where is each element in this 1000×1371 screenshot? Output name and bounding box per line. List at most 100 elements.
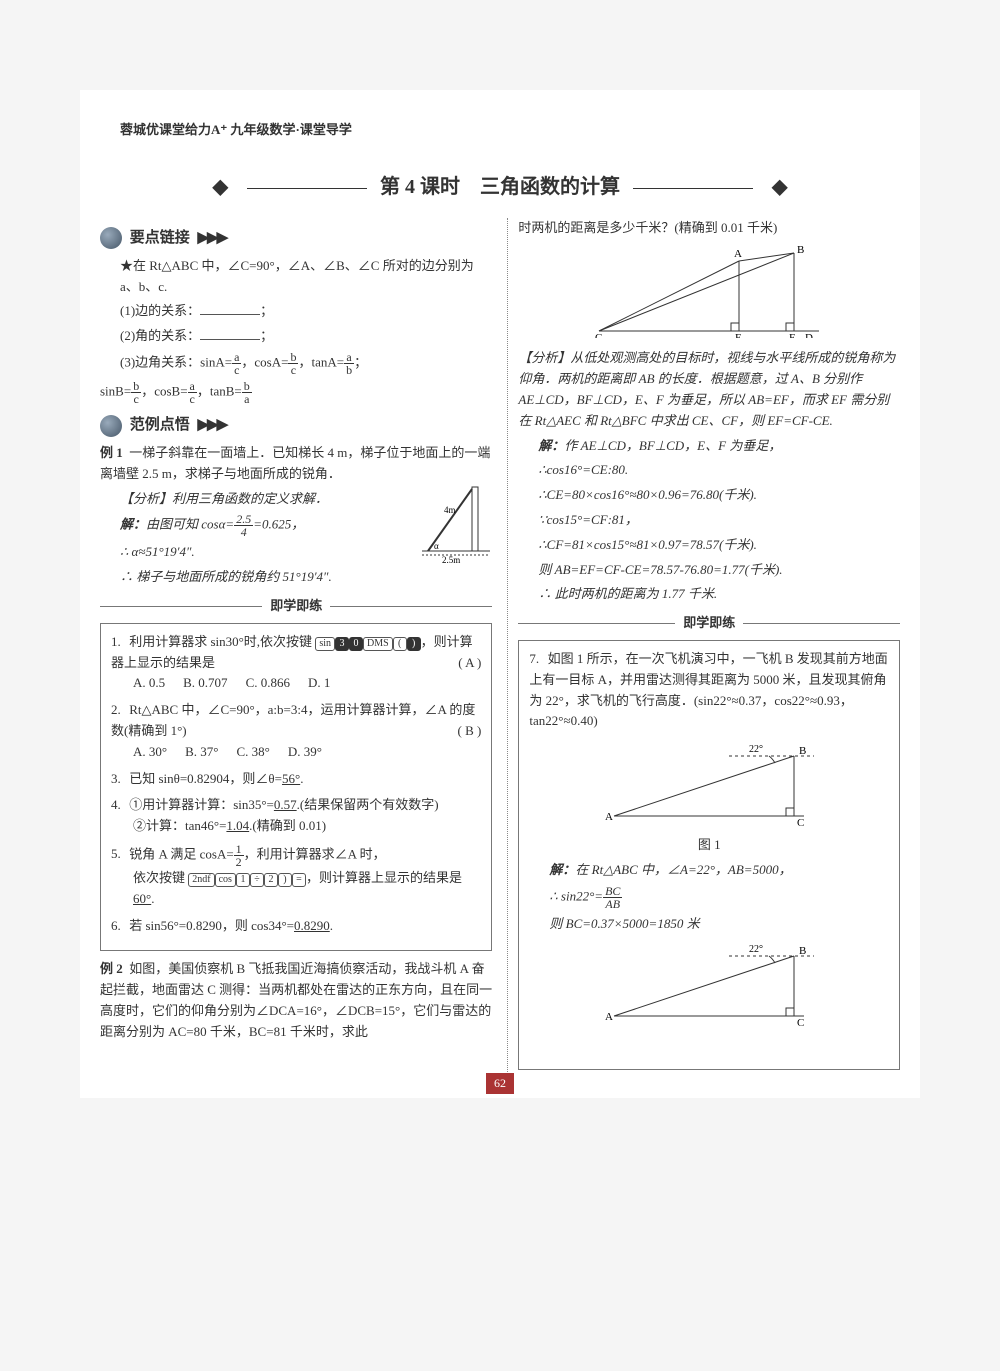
cc: C. 0.866 [246,673,290,694]
n: 7. [529,649,547,670]
q7-figure1: 22° A B C 图 1 [529,738,889,856]
practice-box-left: 1.利用计算器求 sin30°时,依次按键 sin30DMS()，则计算器上显示… [100,623,492,952]
q7-s3: 则 BC=0.37×5000=1850 米 [529,914,889,935]
n: 4. [111,795,129,816]
sec1-line2: sinB=bc，cosB=ac，tanB=ba [100,380,492,405]
svg-text:A: A [605,1011,613,1023]
q7: 7.如图 1 所示，在一次飞机演习中，一飞机 B 发现其前方地面上有一目标 A，… [529,649,889,732]
ex2-analysis: 【分析】从低处观测高处的目标时，视线与水平线所成的锐角称为仰角．两机的距离即 A… [518,348,900,431]
key: DMS [363,637,393,651]
sl: 解： [120,517,146,532]
jxjl-head-left: 即学即练 [100,596,492,617]
key: sin [315,637,335,651]
s1b: =0.625， [253,517,304,532]
k: 2ndf [188,873,214,887]
n: 6. [111,916,129,937]
k: ) [278,873,292,887]
ex2: 例 2 如图，美国侦察机 B 飞抵我国近海搞侦察活动，我战斗机 A 奋起拦截，地… [100,959,492,1042]
practice-box-right: 7.如图 1 所示，在一次飞机演习中，一飞机 B 发现其前方地面上有一目标 A，… [518,640,900,1070]
q2-choices: A. 30°B. 37°C. 38°D. 39° [111,742,481,763]
badge-icon [100,227,122,249]
d: c [131,393,141,405]
s: 作 AE⊥CD，BF⊥CD，E、F 为垂足， [564,438,781,453]
q5: 5.锐角 A 满足 cosA=12，利用计算器求∠A 时， 依次按键 2ndfc… [111,843,481,910]
cd: D. 1 [308,673,330,694]
k: = [292,873,306,887]
lesson-prefix: 第 4 课时 [380,176,460,198]
ex2-s1: 解：作 AE⊥CD，BF⊥CD，E、F 为垂足， [518,436,900,457]
ex2-body: 如图，美国侦察机 B 飞抵我国近海搞侦察活动，我战斗机 A 奋起拦截，地面雷达 … [100,961,492,1038]
q2: 2.Rt△ABC 中，∠C=90°，a:b=3:4，运用计算器计算，∠A 的度数… [111,700,481,762]
two-column-layout: 要点链接 ▶▶▶ ★在 Rt△ABC 中，∠C=90°，∠A、∠B、∠C 所对的… [100,218,900,1078]
ex1-figure: 4m 2.5m α [422,483,492,563]
q2-n: 2. [111,700,129,721]
sl: 解： [549,862,575,877]
k: 1 [236,873,250,887]
section-keypoint-head: 要点链接 ▶▶▶ [100,226,492,250]
td: ，则计算器上显示的结果是 [306,870,462,885]
u: 60° [133,891,151,906]
q6: 6.若 sin56°=0.8290，则 cos34°=0.8290. [111,916,481,937]
pt1-end: ； [260,303,273,318]
n: 1 [234,843,244,856]
cd: D. 39° [288,742,322,763]
e: . [151,891,154,906]
jxjl-label: 即学即练 [270,596,322,617]
al: 【分析】 [518,350,570,365]
ex2-s6: 则 AB=EF=CF-CE=78.57-76.80=1.77(千米). [518,560,900,581]
pt2-label: (2)角的关系： [120,328,200,343]
sec1-star: ★在 Rt△ABC 中，∠C=90°，∠A、∠B、∠C 所对的边分别为 a、b、… [100,256,492,298]
ex2-s3: ∴CE=80×cos16°≈80×0.96=76.80(千米). [518,485,900,506]
d: AB [603,898,622,910]
d: a [242,393,252,405]
e: . [330,918,333,933]
fig-w: 2.5m [442,555,460,563]
rule-line [247,188,367,189]
p2a: ②计算：tan46°= [133,818,226,833]
ex1: 例 1 一梯子斜靠在一面墙上．已知梯长 4 m，梯子位于地面上的一端离墙壁 2.… [100,443,492,485]
right-column: 时两机的距离是多少千米？(精确到 0.01 千米) C E F D A [507,218,900,1078]
at: 利用三角函数的定义求解． [172,491,328,506]
svg-text:B: B [797,244,804,256]
arrows-icon: ▶▶▶ [198,230,227,246]
sec2-title: 范例点悟 [130,417,190,433]
n: 3. [111,769,129,790]
cb: B. 37° [185,742,218,763]
pt2-end: ； [260,328,273,343]
svg-text:C: C [595,332,602,338]
e: ； [354,354,367,369]
q1-n: 1. [111,632,129,653]
svg-text:B: B [799,745,806,757]
p1a: ①用计算器计算：sin35°= [129,797,274,812]
svg-text:A: A [605,811,613,823]
page: 蓉城优课堂给力A⁺ 九年级数学·课堂导学 ◆ 第 4 课时 三角函数的计算 ◆ … [80,90,920,1098]
tc: 依次按键 [133,870,185,885]
l2b: ，cosB= [141,383,187,398]
key: ) [407,637,421,651]
svg-text:F: F [789,332,795,338]
ex2-s5: ∴CF=81×cos15°≈81×0.97=78.57(千米). [518,535,900,556]
t: 如图 1 所示，在一次飞机演习中，一飞机 B 发现其前方地面上有一目标 A，并用… [529,651,887,728]
badge-icon [100,415,122,437]
s1a: 由图可知 cosα= [146,517,234,532]
m1: ，cosA= [241,354,288,369]
diamond-left: ◆ [213,171,228,203]
e: . [300,771,303,786]
fig-a: α [434,541,439,551]
svg-text:C: C [797,817,804,828]
sec1-pt1: (1)边的关系：； [100,301,492,322]
svg-text:D: D [805,332,813,338]
q1-choices: A. 0.5B. 0.707C. 0.866D. 1 [111,673,481,694]
ex2-s4: ∵cos15°=CF:81， [518,510,900,531]
svg-text:B: B [799,945,806,957]
ta: 锐角 A 满足 cosA= [129,846,233,861]
lesson-title: ◆ 第 4 课时 三角函数的计算 ◆ [100,171,900,203]
blank [200,327,260,340]
d: c [188,393,197,405]
ex2-figure: C E F D A B [518,243,900,345]
q2-ans: ( B ) [458,721,482,742]
q4-p2: ②计算：tan46°=1.04.(精确到 0.01) [111,816,481,837]
section-example-head: 范例点悟 ▶▶▶ [100,413,492,437]
ex1-head: 例 1 [100,445,123,460]
m2: ，tanA= [298,354,344,369]
